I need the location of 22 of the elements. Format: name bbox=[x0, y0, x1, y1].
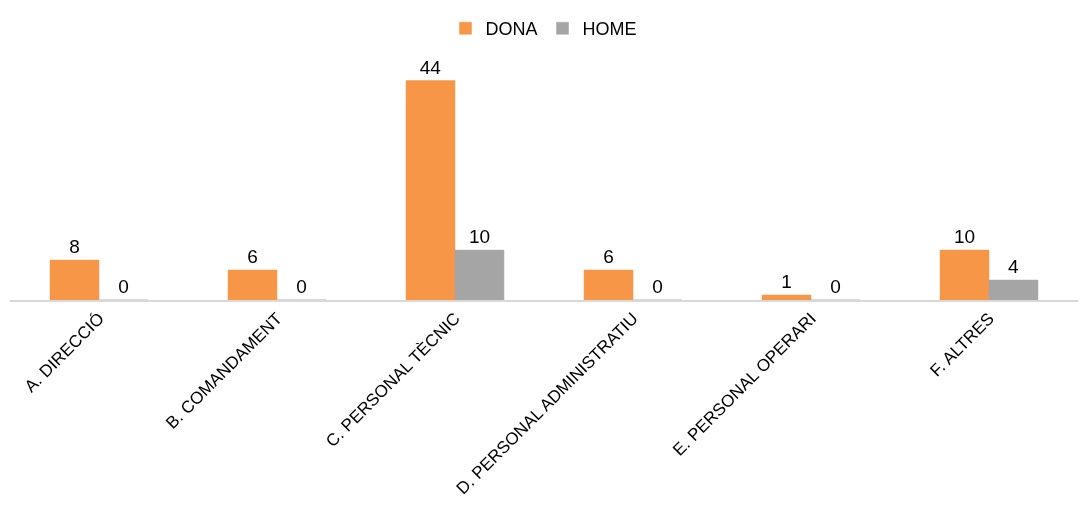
bar bbox=[939, 249, 990, 300]
bar bbox=[227, 269, 278, 300]
data-label: 6 bbox=[247, 246, 258, 268]
data-label: 10 bbox=[953, 226, 976, 248]
data-label: 10 bbox=[468, 226, 491, 248]
data-label: 0 bbox=[118, 276, 129, 297]
legend-label: DONA bbox=[485, 19, 538, 40]
data-label: 0 bbox=[652, 276, 663, 297]
data-label: 0 bbox=[830, 276, 841, 297]
bar bbox=[454, 249, 505, 300]
bar bbox=[583, 269, 634, 300]
data-label: 8 bbox=[69, 236, 80, 258]
legend-label: HOME bbox=[582, 19, 637, 40]
data-label: 0 bbox=[296, 276, 307, 297]
bar bbox=[49, 259, 100, 300]
data-label: 1 bbox=[781, 271, 792, 293]
data-label: 6 bbox=[603, 246, 614, 268]
data-label: 4 bbox=[1007, 256, 1019, 278]
data-label: 44 bbox=[419, 56, 442, 78]
bar bbox=[405, 80, 456, 300]
bar bbox=[761, 294, 812, 300]
bar bbox=[988, 279, 1039, 300]
